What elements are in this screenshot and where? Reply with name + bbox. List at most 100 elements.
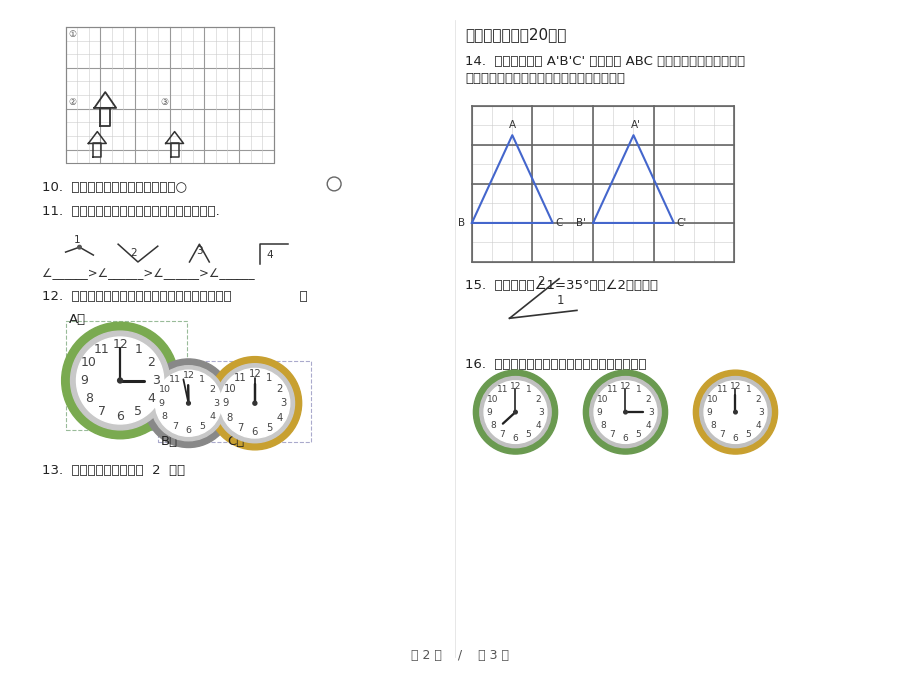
Text: 1: 1 <box>74 235 81 245</box>
Circle shape <box>513 411 516 414</box>
Text: 7: 7 <box>98 405 106 418</box>
Text: 6: 6 <box>732 434 738 443</box>
Text: 5: 5 <box>635 430 641 439</box>
Text: 1: 1 <box>266 373 272 383</box>
Text: 5: 5 <box>744 430 751 439</box>
Text: 2: 2 <box>754 394 760 404</box>
Text: 4: 4 <box>644 421 650 430</box>
Text: A: A <box>508 121 516 130</box>
Circle shape <box>76 337 164 424</box>
Text: ∠______>∠______>∠______>∠______: ∠______>∠______>∠______>∠______ <box>41 267 255 280</box>
Text: B: B <box>458 218 464 228</box>
Text: 12: 12 <box>509 381 521 391</box>
Text: 8: 8 <box>599 421 605 430</box>
Text: 10.  下面现象是平移的在括号里画○: 10. 下面现象是平移的在括号里画○ <box>41 181 187 194</box>
Text: ①: ① <box>69 30 76 39</box>
Text: B': B' <box>575 218 585 228</box>
Text: 11: 11 <box>168 375 180 384</box>
Text: 7: 7 <box>172 422 177 432</box>
Text: 10: 10 <box>596 394 608 404</box>
Circle shape <box>144 359 233 447</box>
Text: 10: 10 <box>487 394 498 404</box>
Text: 12: 12 <box>729 381 741 391</box>
Text: 7: 7 <box>719 430 724 439</box>
Circle shape <box>220 368 289 438</box>
Text: 3: 3 <box>648 408 653 417</box>
Text: 6: 6 <box>622 434 628 443</box>
Text: A': A' <box>630 121 640 130</box>
Text: 6: 6 <box>252 427 258 437</box>
Text: 11: 11 <box>94 343 109 355</box>
Text: A．: A． <box>69 313 85 326</box>
Text: 2: 2 <box>537 274 544 287</box>
Text: 7: 7 <box>609 430 615 439</box>
Text: 9: 9 <box>80 374 88 387</box>
Circle shape <box>215 364 294 443</box>
Circle shape <box>118 378 122 383</box>
Circle shape <box>703 381 766 443</box>
Text: 9: 9 <box>596 408 602 417</box>
Text: 6: 6 <box>512 434 517 443</box>
Text: 2: 2 <box>130 248 137 258</box>
Text: 8: 8 <box>85 392 93 405</box>
Text: 4: 4 <box>267 250 273 260</box>
Text: 4: 4 <box>535 421 540 430</box>
Text: 是怎么平移的？写出平移前后互相平行的线。: 是怎么平移的？写出平移前后互相平行的线。 <box>464 72 624 85</box>
Text: 15.  如图，已知∠1=35°，求∠2的度数？: 15. 如图，已知∠1=35°，求∠2的度数？ <box>464 279 657 291</box>
Text: 11: 11 <box>606 385 618 394</box>
Text: 10: 10 <box>158 385 171 394</box>
Text: 3: 3 <box>196 246 202 256</box>
Text: 9: 9 <box>158 398 164 408</box>
Text: 12: 12 <box>248 369 261 379</box>
Text: 3: 3 <box>280 398 287 408</box>
Text: 5: 5 <box>266 423 272 433</box>
Text: 8: 8 <box>226 413 233 423</box>
Text: 4: 4 <box>147 392 155 405</box>
Text: 9: 9 <box>486 408 492 417</box>
Text: 12: 12 <box>619 381 630 391</box>
Circle shape <box>208 357 301 450</box>
Text: 14.  如图，三角形 A'B'C' 是三角形 ABC 平移后得到的，问三角形: 14. 如图，三角形 A'B'C' 是三角形 ABC 平移后得到的，问三角形 <box>464 54 744 67</box>
Text: 11: 11 <box>496 385 507 394</box>
Circle shape <box>732 411 736 414</box>
Circle shape <box>480 377 550 447</box>
Text: 12.  下图中，时针和分针形成的夹角，最大的是（                ）: 12. 下图中，时针和分针形成的夹角，最大的是（ ） <box>41 289 307 302</box>
Text: 5: 5 <box>134 405 142 418</box>
Text: 13.  直径的长度是半径的  2  倍。: 13. 直径的长度是半径的 2 倍。 <box>41 464 185 477</box>
Text: 11: 11 <box>716 385 728 394</box>
Text: 2: 2 <box>277 384 283 394</box>
Circle shape <box>583 370 667 454</box>
Text: 3: 3 <box>538 408 544 417</box>
Text: 6: 6 <box>186 426 191 435</box>
Text: 第 2 页    /    共 3 页: 第 2 页 / 共 3 页 <box>411 649 508 662</box>
Text: 12: 12 <box>112 338 128 351</box>
Text: 6: 6 <box>116 410 124 423</box>
Circle shape <box>62 322 178 439</box>
Circle shape <box>253 401 256 405</box>
Text: 4: 4 <box>277 413 283 423</box>
Bar <box>157 361 311 442</box>
Text: 5: 5 <box>525 430 531 439</box>
Text: 1: 1 <box>199 375 205 384</box>
Bar <box>471 106 733 262</box>
Circle shape <box>151 366 226 441</box>
Text: 11: 11 <box>233 373 246 383</box>
Text: 1: 1 <box>134 343 142 355</box>
Text: ②: ② <box>69 98 76 107</box>
Text: 1: 1 <box>525 385 531 394</box>
Bar <box>65 321 187 430</box>
Text: 7: 7 <box>237 423 244 433</box>
Bar <box>65 27 274 163</box>
Text: 1: 1 <box>557 294 564 307</box>
Circle shape <box>187 401 190 405</box>
Text: 1: 1 <box>744 385 751 394</box>
Circle shape <box>483 381 546 443</box>
Text: C': C' <box>676 218 686 228</box>
Text: 7: 7 <box>499 430 505 439</box>
Text: 10: 10 <box>223 384 236 394</box>
Text: 2: 2 <box>147 356 155 369</box>
Text: 9: 9 <box>222 398 229 408</box>
Text: B．: B． <box>161 435 177 448</box>
Text: 10: 10 <box>81 356 96 369</box>
Circle shape <box>589 377 661 447</box>
